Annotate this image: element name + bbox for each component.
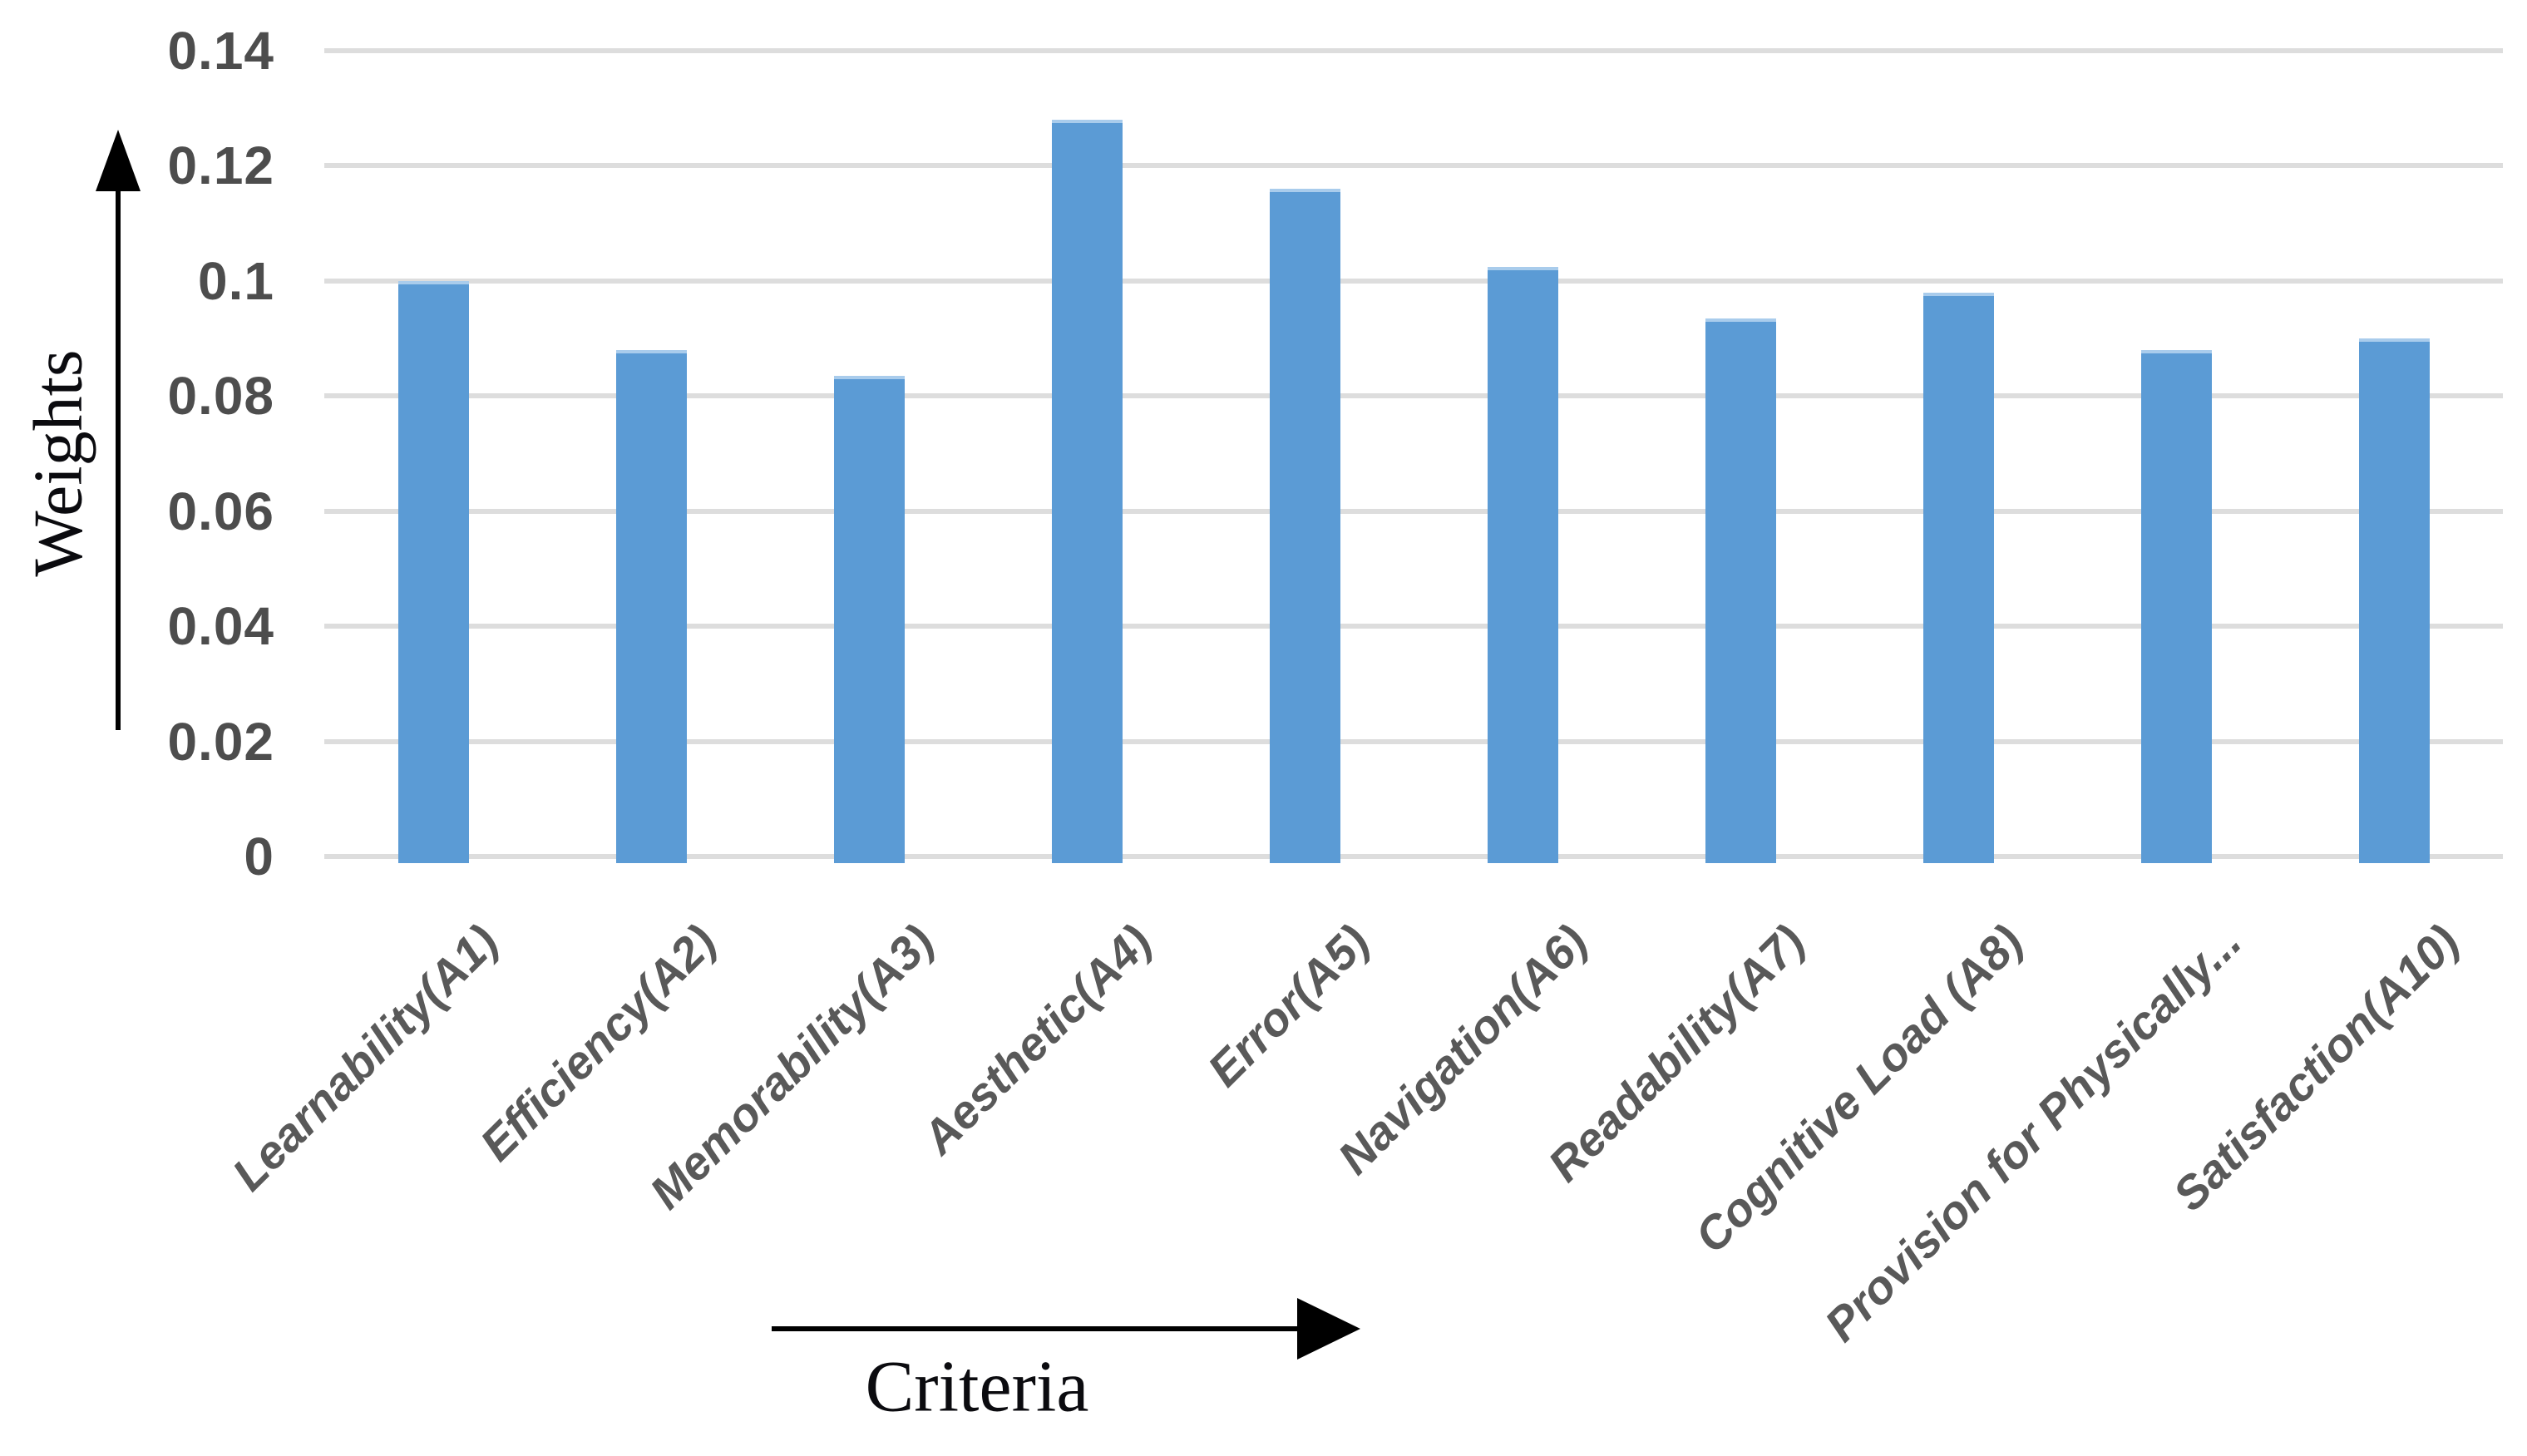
gridline	[324, 508, 2503, 514]
bar	[1052, 120, 1123, 863]
y-tick-label: 0.04	[167, 596, 274, 656]
category-label: Learnability(A1)	[221, 915, 508, 1201]
category-label: Provision for Physically...	[1814, 915, 2251, 1352]
bar	[1270, 189, 1340, 863]
y-tick-label: 0.08	[167, 366, 274, 426]
bar	[2359, 338, 2430, 863]
x-axis-baseline	[324, 854, 2503, 859]
x-axis-title: Criteria	[865, 1346, 1089, 1428]
category-label: Aesthetic(A4)	[911, 915, 1162, 1164]
gridline	[324, 738, 2503, 744]
bar	[2141, 350, 2212, 863]
bar	[1923, 293, 1994, 863]
y-tick-label: 0.02	[167, 711, 274, 772]
gridline	[324, 47, 2503, 53]
bar	[834, 376, 905, 863]
gridline	[324, 278, 2503, 284]
y-tick-label: 0.12	[167, 136, 274, 195]
gridline	[324, 163, 2503, 168]
y-tick-label: 0.14	[167, 20, 274, 81]
y-tick-label: 0.06	[167, 481, 274, 541]
gridline	[324, 624, 2503, 629]
bar	[1488, 267, 1558, 863]
y-tick-label: 0	[244, 827, 274, 886]
bar	[616, 350, 687, 863]
bar	[398, 281, 469, 863]
bar	[1705, 318, 1776, 863]
category-label: Error(A5)	[1197, 915, 1379, 1097]
gridline	[324, 393, 2503, 398]
y-tick-label: 0.1	[198, 250, 274, 311]
